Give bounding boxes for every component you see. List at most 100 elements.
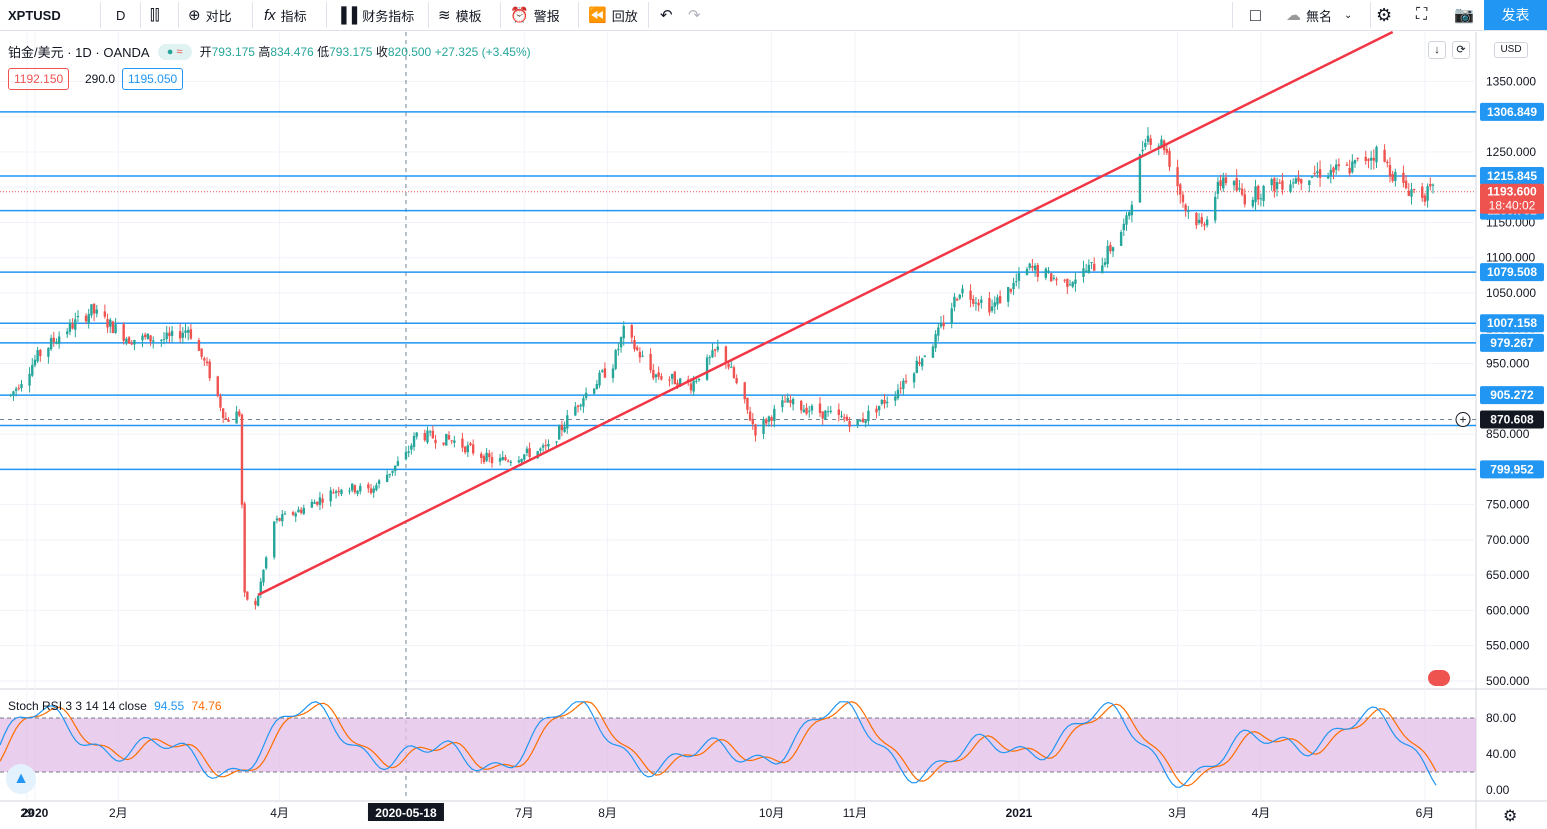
candle-body — [1351, 161, 1354, 173]
candle-body — [146, 333, 150, 340]
snapshot-button[interactable]: 📷 — [1454, 0, 1479, 30]
compare-button[interactable]: ⊕ 对比 — [188, 0, 232, 30]
buy-price-box[interactable]: 1195.050 — [122, 68, 184, 90]
candle-body — [988, 298, 991, 313]
y-tick-label: 650.000 — [1486, 568, 1530, 582]
candle-body — [799, 400, 803, 411]
candle-body — [998, 295, 1002, 304]
candle-body — [657, 372, 660, 377]
candle-body — [221, 408, 225, 418]
candle-body — [127, 337, 131, 344]
candle-body — [1243, 194, 1246, 205]
horizontal-levels[interactable] — [0, 111, 1476, 471]
candle-body — [1200, 217, 1203, 224]
undo-button[interactable]: ↶ — [660, 0, 678, 30]
candle-body — [652, 369, 655, 379]
wave-icon: ≈ — [176, 45, 183, 58]
candle-body — [1410, 189, 1413, 197]
replay-button[interactable]: ⏪ 回放 — [588, 0, 638, 30]
symbol-search[interactable]: XPTUSD — [8, 0, 61, 30]
y-tick-label: 1100.000 — [1486, 251, 1535, 265]
fullscreen-button[interactable]: ⛶ — [1416, 0, 1432, 30]
candle-body — [297, 509, 300, 513]
candle-body — [1300, 178, 1303, 184]
candle-body — [1388, 164, 1392, 177]
chart-settings-button[interactable]: ⚙ — [1503, 806, 1517, 826]
x-tick-label: 3月 — [1168, 806, 1187, 820]
divider — [178, 2, 179, 28]
candle-body — [262, 569, 265, 583]
candle-body — [434, 439, 437, 444]
candle-body — [1052, 277, 1056, 279]
candle-body — [1050, 273, 1053, 282]
candle-body — [1289, 184, 1292, 192]
trendline[interactable] — [257, 30, 1394, 597]
candle-body — [1031, 266, 1034, 268]
arrow-down-icon: ↓ — [1434, 44, 1440, 56]
candle-body — [724, 346, 728, 363]
currency-badge[interactable]: USD — [1494, 42, 1528, 58]
reset-scale-button[interactable]: ⟳ — [1452, 41, 1470, 59]
redo-button[interactable]: ↷ — [688, 0, 706, 30]
oscillator-legend: Stoch RSI 3 3 14 14 close 94.55 74.76 — [8, 699, 222, 713]
candle-body — [1364, 156, 1367, 161]
add-level-icon[interactable] — [1455, 412, 1471, 428]
candle-body — [1429, 183, 1432, 187]
candle-body — [713, 349, 717, 351]
candle-body — [1071, 282, 1074, 287]
candle-body — [810, 405, 814, 411]
candle-body — [1033, 265, 1037, 271]
candle-body — [488, 453, 491, 458]
candle-body — [68, 322, 72, 332]
layout-select-button[interactable]: □ — [1250, 0, 1266, 30]
events-flag-icon[interactable] — [1428, 664, 1458, 688]
candle-body — [576, 405, 580, 408]
stoch-k-line — [0, 701, 1437, 788]
candle-body — [466, 445, 470, 453]
layout-name-button[interactable]: ☁ 無名 ⌄ — [1286, 0, 1352, 30]
candle-body — [695, 380, 698, 382]
candle-body — [1334, 164, 1338, 170]
sell-price-box[interactable]: 1192.150 — [8, 68, 70, 90]
candle-body — [630, 325, 634, 338]
candle-body — [1326, 176, 1330, 179]
square-icon: □ — [1250, 4, 1261, 25]
open-label: 开 — [199, 45, 212, 59]
level-price-box — [1480, 167, 1544, 186]
candle-body — [974, 302, 978, 304]
candle-body — [1257, 185, 1260, 200]
candle-body — [111, 321, 115, 334]
symbol-label: XPTUSD — [8, 7, 61, 23]
indicators-button[interactable]: fx 指标 — [264, 0, 307, 30]
candle-body — [423, 433, 426, 441]
candle-body — [692, 380, 695, 392]
candle-body — [584, 392, 588, 398]
candle-body — [283, 513, 287, 515]
x-tick-label: 7月 — [515, 806, 534, 820]
publish-label: 发表 — [1501, 7, 1530, 23]
candle-body — [36, 350, 39, 362]
candle-body — [254, 600, 257, 606]
us-flag-icon — [1428, 670, 1450, 686]
chart-style-button[interactable]: ⫿⫿ — [150, 0, 165, 30]
scroll-down-button[interactable]: ↓ — [1428, 41, 1446, 59]
settings-button[interactable]: ⚙ — [1376, 0, 1397, 30]
templates-button[interactable]: ≋ 模板 — [438, 0, 482, 30]
bar-chart-icon: ▐▐ — [336, 6, 358, 24]
market-status-badge[interactable]: ● ≈ — [157, 43, 192, 60]
alarm-clock-icon: ⏰ — [510, 7, 529, 24]
candle-body — [412, 435, 416, 448]
trendline-segment[interactable] — [257, 30, 1394, 597]
interval-button[interactable]: D — [116, 0, 125, 30]
logo-icon[interactable]: ▲ — [6, 764, 36, 794]
financials-button[interactable]: ▐▐ 财务指标 — [336, 0, 414, 30]
osc-tick-label: 0.00 — [1486, 783, 1510, 797]
x-tick-label: 8月 — [598, 806, 617, 820]
alert-button[interactable]: ⏰ 警报 — [510, 0, 560, 30]
candle-body — [861, 418, 865, 422]
candle-body — [765, 419, 768, 424]
candle-body — [837, 409, 841, 415]
candle-body — [480, 453, 483, 459]
publish-button[interactable]: 发表 — [1484, 0, 1547, 30]
